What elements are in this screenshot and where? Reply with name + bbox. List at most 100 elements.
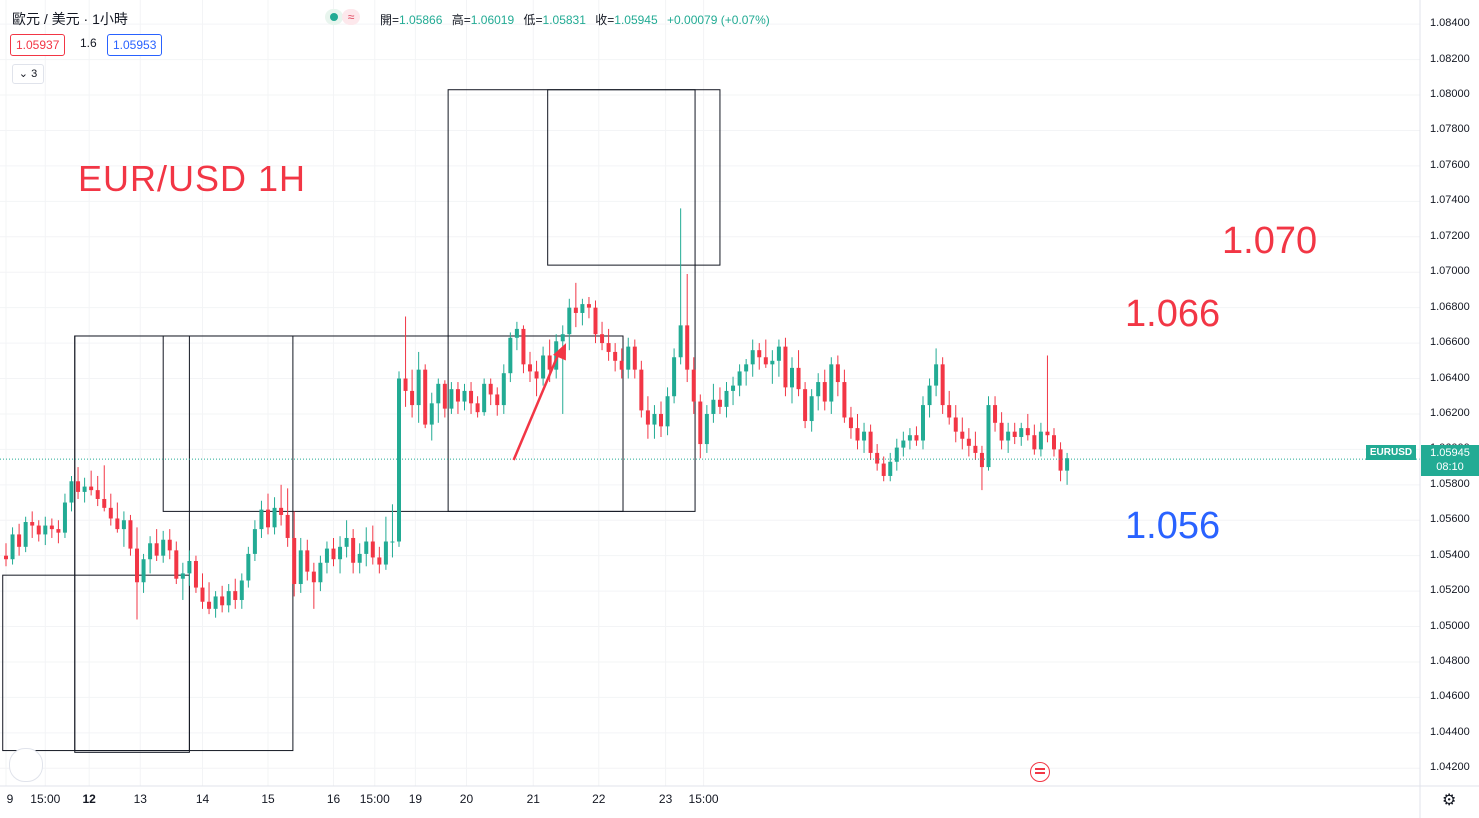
time-tick-label: 13 (133, 792, 147, 806)
candle-body (370, 541, 375, 558)
candle-body (953, 417, 958, 432)
price-tick-label: 1.08400 (1430, 17, 1470, 30)
candle-body (639, 369, 644, 411)
candle-body (226, 591, 231, 606)
target-arrow (512, 343, 567, 461)
candle-body (89, 486, 94, 491)
candle-body (744, 364, 749, 372)
candle-body (475, 403, 480, 413)
candle-body (848, 417, 853, 429)
candle-body (148, 543, 153, 560)
candle-body (678, 325, 683, 358)
candle-body (331, 548, 336, 560)
candle-body (613, 351, 618, 361)
close-key: 收= (595, 13, 615, 27)
candle-body (429, 403, 434, 425)
sell-button[interactable]: 1.05937 (10, 34, 66, 56)
chart-action-button[interactable] (9, 748, 43, 782)
candle-body (187, 560, 192, 574)
candle-body (43, 525, 48, 535)
candle-body (835, 364, 840, 383)
candle-body (907, 435, 912, 441)
candle-body (403, 378, 408, 391)
candle-body (783, 346, 788, 388)
candle-body (174, 550, 179, 579)
candle-body (102, 498, 107, 508)
candle-body (36, 525, 41, 535)
open-value: 1.05866 (399, 13, 443, 27)
change-value: +0.00079 (+0.07%) (667, 13, 770, 27)
candle-body (135, 548, 139, 583)
candle-body (62, 502, 67, 533)
price-tick-label: 1.06600 (1430, 336, 1470, 349)
candle-body (82, 486, 87, 492)
candle-body (685, 325, 690, 370)
candle-body (357, 553, 362, 563)
candle-body (979, 452, 984, 468)
time-tick-label: 16 (326, 792, 341, 806)
candle-body (141, 559, 146, 583)
candle-body (659, 413, 663, 427)
candle-body (252, 529, 257, 554)
candle-body (940, 364, 945, 406)
time-tick-label: 23 (658, 792, 673, 806)
price-tick-label: 1.05000 (1430, 619, 1470, 632)
candle-body (986, 405, 991, 468)
candle-body (298, 550, 303, 585)
candle-body (95, 490, 100, 499)
candle-body (1025, 428, 1030, 436)
candle-body (69, 481, 74, 503)
price-tick-label: 1.04800 (1430, 654, 1470, 667)
zone-rect (547, 89, 721, 266)
candle-body (724, 390, 729, 407)
candle-body (626, 346, 631, 370)
candle-body (960, 431, 965, 439)
candle-body (593, 307, 598, 335)
spread-value: 1.6 (80, 36, 97, 50)
candle-body (888, 461, 893, 476)
us-flag-icon[interactable] (1030, 762, 1050, 782)
symbol-title[interactable]: 歐元 / 美元 · 1小時 (12, 11, 128, 27)
gear-icon[interactable]: ⚙ (1442, 792, 1457, 809)
candle-body (763, 357, 768, 365)
target-label-1: 1.066 (1125, 293, 1221, 335)
candle-body (842, 382, 847, 418)
candle-body (770, 360, 775, 365)
candle-body (711, 399, 716, 414)
zone-rect (447, 89, 696, 512)
candle-body (311, 571, 316, 583)
candle-body (239, 580, 244, 600)
candle-body (573, 307, 578, 313)
price-tick-label: 1.05800 (1430, 477, 1470, 490)
candle-body (56, 529, 61, 533)
candle-body (259, 509, 264, 530)
candle-body (482, 383, 487, 413)
candle-body (921, 405, 925, 441)
price-tick-label: 1.07400 (1430, 194, 1470, 207)
candle-body (632, 346, 637, 370)
candle-body (455, 389, 460, 402)
candle-body (416, 369, 421, 406)
candle-body (1012, 431, 1017, 437)
candle-body (934, 364, 939, 386)
symbol-tag: EURUSD (1366, 445, 1416, 460)
time-tick-label: 12 (82, 792, 96, 806)
indicators-toggle[interactable]: ⌄ 3 (12, 64, 44, 84)
candle-body (803, 389, 808, 422)
price-tick-label: 1.06400 (1430, 371, 1470, 384)
countdown-value: 08:10 (1436, 461, 1464, 473)
buy-button[interactable]: 1.05953 (107, 34, 163, 56)
candle-body (344, 537, 349, 547)
candle-body (272, 507, 277, 528)
price-tick-label: 1.05400 (1430, 548, 1470, 561)
price-tick-label: 1.07000 (1430, 265, 1470, 278)
candle-body (1019, 428, 1024, 437)
time-tick-label: 15:00 (30, 792, 61, 806)
price-tick-label: 1.06200 (1430, 406, 1470, 419)
zone-rect (162, 335, 624, 512)
candle-body (449, 389, 454, 409)
candle-body (180, 573, 185, 579)
candle-body (822, 382, 827, 402)
price-tick-label: 1.08200 (1430, 52, 1470, 65)
